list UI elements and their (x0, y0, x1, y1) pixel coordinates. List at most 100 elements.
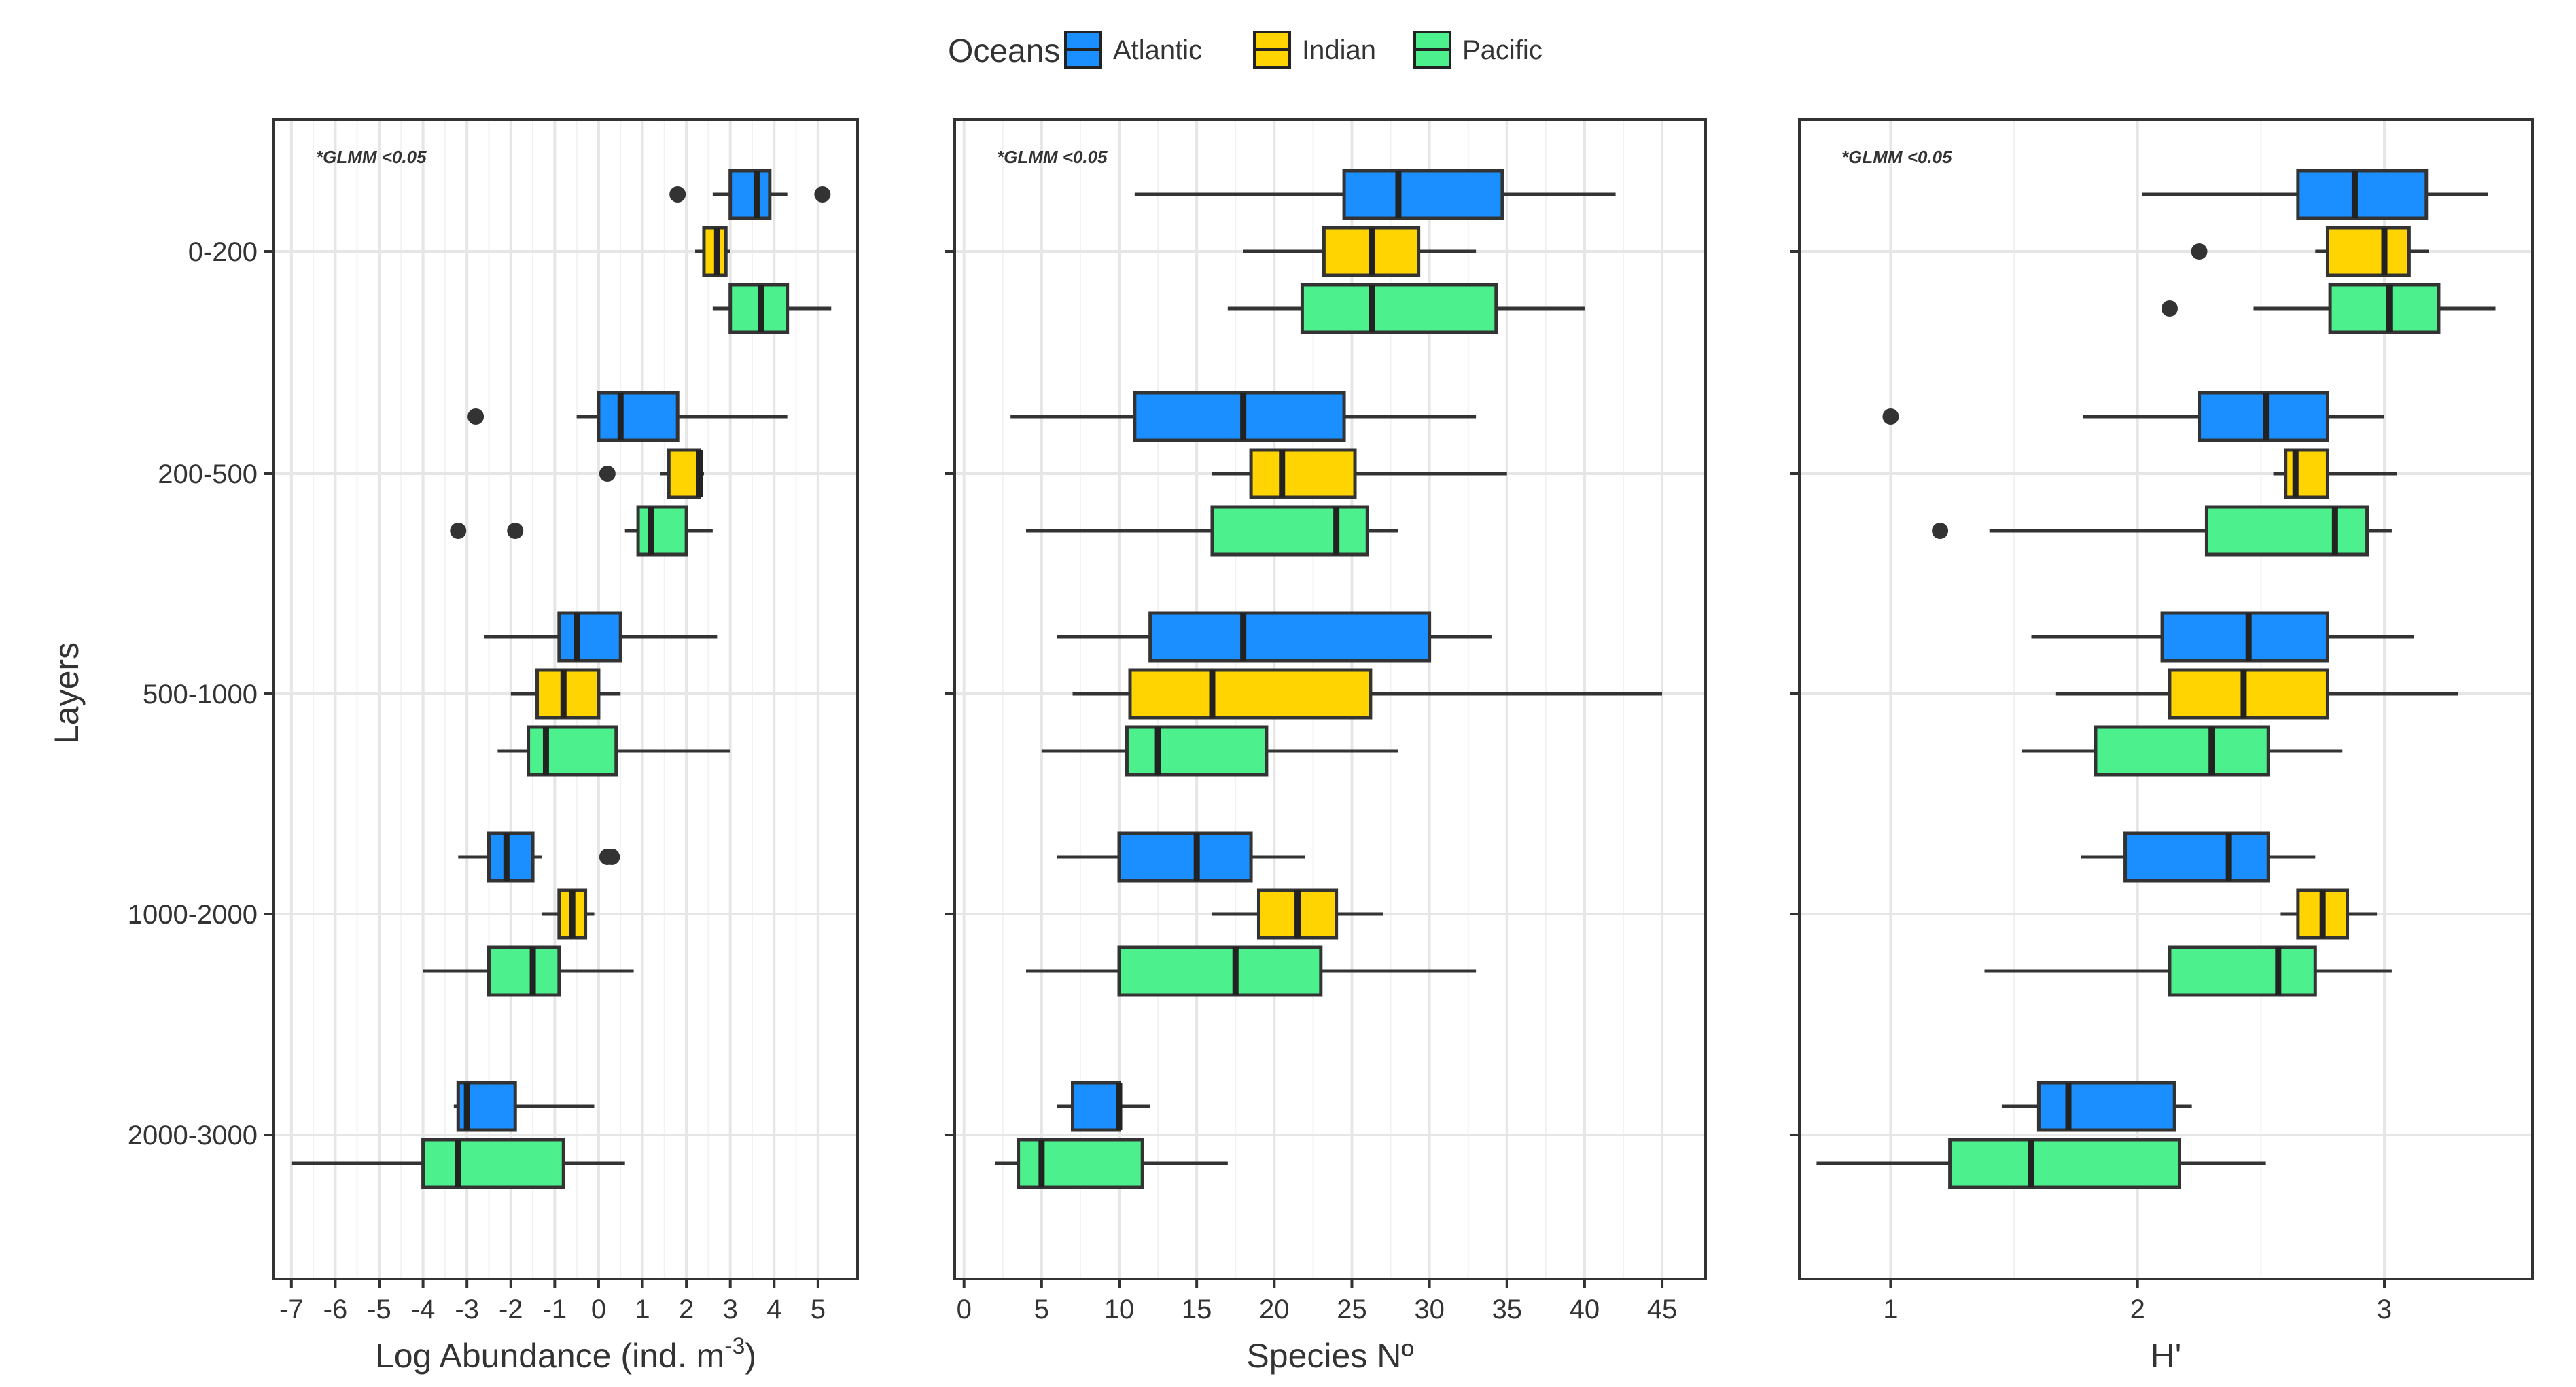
x-axis-title: Species Nº (1246, 1337, 1413, 1375)
box-500-1000-atlantic (2031, 611, 2414, 663)
x-tick-label: 25 (1337, 1295, 1367, 1324)
outlier-point (450, 523, 467, 539)
box-iqr (1300, 283, 1498, 334)
box-200-500-atlantic (1010, 391, 1477, 442)
box-1000-2000-indian (2280, 888, 2378, 940)
glmm-annotation: *GLMM <0.05 (997, 147, 1108, 167)
legend-item-pacific: Pacific (1413, 31, 1542, 69)
box-iqr (728, 169, 772, 220)
x-tick-label: 0 (591, 1295, 606, 1324)
panel-shannon-diversity: *GLMM <0.05 1 2 3 H' (1790, 118, 2534, 1375)
box-1000-2000-pacific (1026, 945, 1477, 997)
box-2000-3000-pacific (995, 1138, 1228, 1189)
box-iqr (1133, 391, 1346, 442)
x-tick-label: 5 (1034, 1295, 1049, 1324)
box-0-200-atlantic (1134, 169, 1616, 220)
box-500-1000-atlantic (1057, 611, 1492, 663)
x-tick-label: 4 (766, 1295, 781, 1324)
box-iqr (1117, 945, 1323, 997)
box-iqr (2296, 169, 2429, 220)
x-tick-label: 35 (1492, 1295, 1523, 1324)
box-iqr (2325, 226, 2411, 277)
panel-border (272, 118, 859, 1280)
y-axis-title: Layers (48, 642, 86, 744)
panel-border (953, 118, 1707, 1280)
x-tick-label: -2 (499, 1295, 523, 1324)
y-tick-label: 200-500 (158, 459, 258, 489)
box-200-500-pacific (1026, 505, 1398, 557)
x-tick-label: 45 (1647, 1295, 1678, 1324)
box-iqr (2123, 831, 2270, 883)
outlier-point (507, 523, 524, 539)
x-tick-label: 3 (2377, 1295, 2392, 1324)
box-iqr (1342, 169, 1504, 220)
outlier-point (1932, 523, 1949, 539)
box-1000-2000-atlantic (458, 831, 620, 883)
box-1000-2000-indian (1212, 888, 1383, 940)
x-axis-title: H' (2151, 1337, 2182, 1375)
box-iqr (1249, 448, 1357, 499)
box-200-500-atlantic (1882, 391, 2385, 442)
box-500-1000-indian (2055, 668, 2459, 720)
outlier-point (2161, 300, 2178, 317)
x-tick-label: -7 (279, 1295, 304, 1324)
box-0-200-pacific (712, 283, 832, 334)
y-tick-label: 500-1000 (143, 680, 258, 709)
box-iqr (2284, 448, 2329, 499)
x-tick-label: -4 (411, 1295, 436, 1324)
box-2000-3000-atlantic (453, 1081, 595, 1132)
box-iqr (1017, 1138, 1144, 1189)
legend-item-indian: Indian (1253, 31, 1376, 69)
legend-label-indian: Indian (1302, 35, 1376, 65)
y-tick-label: 0-200 (188, 237, 258, 267)
box-iqr (2168, 668, 2329, 720)
box-iqr (1071, 1081, 1121, 1132)
legend: Oceans Atlantic Indian Pacific (948, 31, 1542, 69)
x-axis-title: Log Abundance (ind. m-3) (375, 1333, 756, 1375)
box-500-1000-atlantic (484, 611, 718, 663)
panel-log-abundance: *GLMM <0.05 0-200 200-500 500-1000 1000-2000… (128, 118, 859, 1375)
box-1000-2000-pacific (423, 945, 634, 997)
box-0-200-atlantic (2142, 169, 2488, 220)
box-iqr (2204, 505, 2369, 557)
box-500-1000-indian (510, 668, 621, 720)
box-iqr (487, 945, 561, 997)
y-tick-label: 2000-3000 (128, 1121, 258, 1151)
box-500-1000-pacific (1041, 725, 1398, 777)
box-0-200-indian (695, 226, 730, 277)
x-tick-label: 2 (679, 1295, 694, 1324)
box-200-500-indian (1212, 448, 1507, 499)
glmm-annotation: *GLMM <0.05 (316, 147, 427, 167)
x-tick-label: 20 (1259, 1295, 1290, 1324)
box-200-500-indian (2273, 448, 2397, 499)
legend-label-pacific: Pacific (1462, 35, 1542, 65)
box-1000-2000-atlantic (1057, 831, 1305, 883)
outlier-point (814, 186, 831, 203)
x-tick-label: -1 (543, 1295, 567, 1324)
outlier-point (599, 466, 616, 482)
box-0-200-indian (1243, 226, 1477, 277)
x-tick-label: 15 (1182, 1295, 1212, 1324)
x-tick-label: 1 (635, 1295, 650, 1324)
box-200-500-pacific (1932, 505, 2392, 557)
x-axis-title-superscript: -3 (724, 1333, 745, 1359)
box-iqr (1128, 668, 1373, 720)
box-200-500-pacific (450, 505, 713, 557)
box-200-500-indian (599, 448, 704, 499)
box-1000-2000-indian (541, 888, 595, 940)
outlier-point (2191, 243, 2208, 260)
box-0-200-pacific (1227, 283, 1585, 334)
x-tick-label: 2 (2130, 1295, 2145, 1324)
box-iqr (2094, 725, 2270, 777)
x-tick-label: -3 (455, 1295, 479, 1324)
box-iqr (1117, 831, 1253, 883)
box-iqr (1125, 725, 1269, 777)
box-iqr (2168, 945, 2317, 997)
x-tick-label: 30 (1414, 1295, 1445, 1324)
outlier-point (669, 186, 686, 203)
box-200-500-atlantic (467, 391, 788, 442)
box-2000-3000-pacific (291, 1138, 625, 1189)
panel-border (1798, 118, 2534, 1280)
box-iqr (535, 668, 601, 720)
